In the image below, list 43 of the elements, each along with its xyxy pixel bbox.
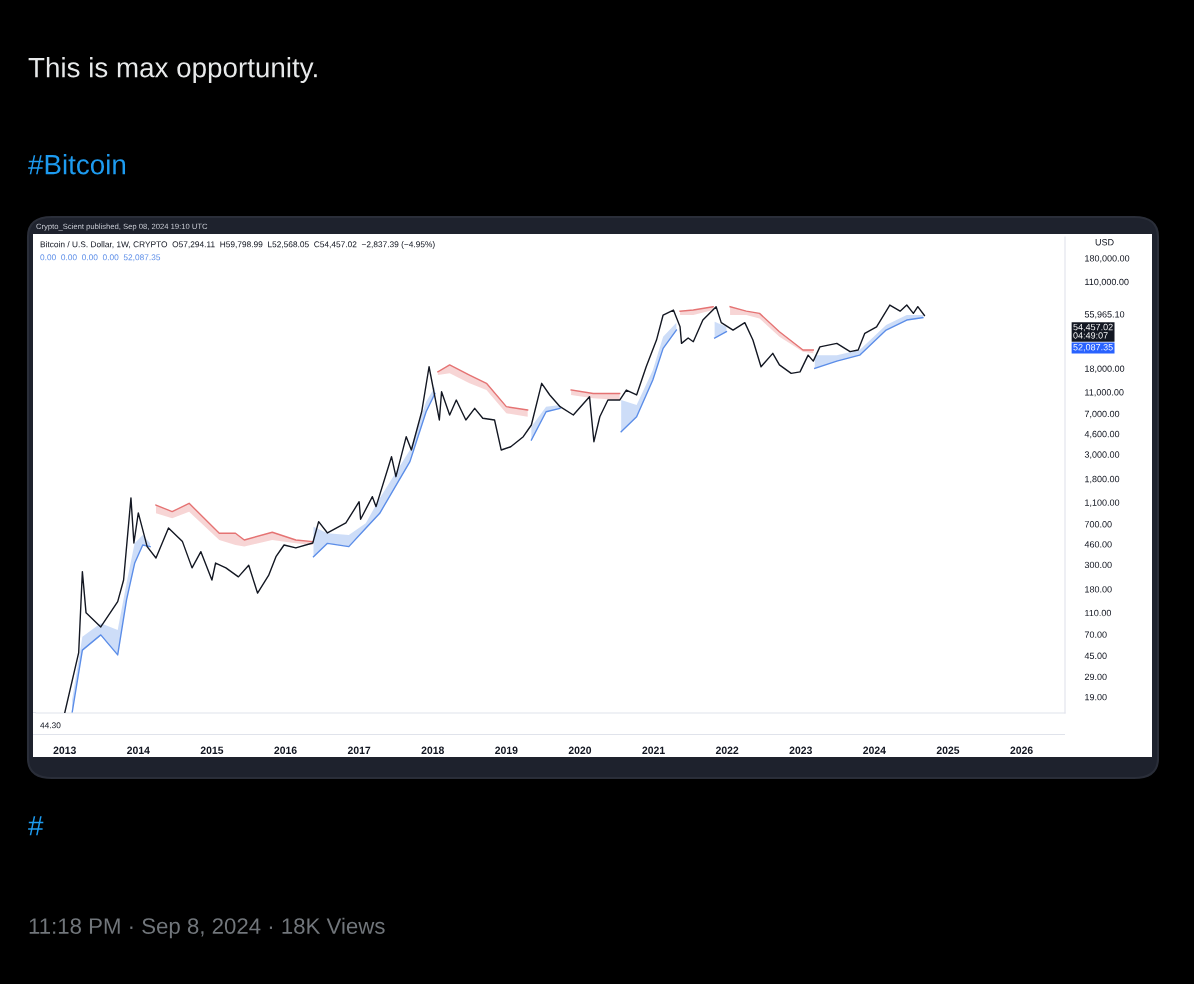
y-tick-label: 7,000.00: [1084, 410, 1120, 419]
y-tick-label: 11,000.00: [1085, 389, 1124, 397]
y-tick-label: 700.00: [1084, 521, 1112, 528]
y-tick-label: 29.00: [1084, 673, 1107, 681]
y-tick-label: 18,000.00: [1085, 365, 1125, 373]
y-tick-label: 1,100.00: [1085, 499, 1120, 507]
y-tick-label: 3,000.00: [1084, 451, 1120, 459]
x-tick-label: 2026: [1010, 746, 1033, 754]
x-tick-label: 2022: [715, 746, 739, 754]
chart-subtitle: #Bitcoin: [28, 154, 126, 175]
x-tick-label: 2020: [568, 746, 592, 754]
x-tick-label: 2013: [53, 746, 76, 754]
y-tick-label: 4,600.00: [1084, 430, 1120, 439]
y-tick-label: 19.00: [1085, 693, 1107, 701]
x-tick-label: 2019: [495, 746, 518, 754]
y-tick-label: 70.00: [1084, 631, 1107, 638]
y-tick-label: 55,965.10: [1084, 311, 1125, 319]
x-tick-label: 2014: [127, 746, 150, 754]
x-tick-label: 2024: [863, 746, 886, 754]
y-tick-label: 1,800.00: [1085, 475, 1120, 484]
x-tick-label: 2016: [274, 746, 297, 754]
y-tick-label: 110,000.00: [1085, 278, 1129, 287]
y-tick-label: 460.00: [1084, 541, 1112, 548]
text: 44.30: [40, 722, 61, 729]
y-tick-label: 180.00: [1085, 586, 1112, 593]
annotation: Bitcoin / U.S. Dollar, 1W, CRYPTO O57,294.11 H59,798.99 L52,568.05 C54,457.02 −2,837.39 (−4.95%): [40, 241, 435, 249]
y-tick-label: 110.00: [1085, 609, 1112, 617]
text: 54,457.02 04:49:07: [1073, 323, 1113, 339]
y-tick-label: 300.00: [1084, 561, 1112, 569]
x-tick-label: 2025: [936, 746, 960, 754]
annotation: 0.00 0.00 0.00 0.00 52,087.35: [40, 254, 161, 262]
x-tick-label: 2023: [789, 746, 812, 754]
y-axis-title: USD: [1095, 239, 1114, 246]
y-tick-label: 180,000.00: [1085, 255, 1130, 263]
x-tick-label: 2017: [347, 746, 371, 754]
text: 52,087.35: [1073, 344, 1113, 352]
x-tick-label: 2018: [421, 746, 444, 754]
text: 11:18 PM · Sep 8, 2024 · 18K Views: [29, 917, 385, 939]
x-tick-label: 2021: [642, 746, 665, 754]
chart-title: This is max opportunity.: [28, 57, 317, 83]
x-tick-label: 2015: [200, 746, 224, 754]
text: #: [28, 816, 44, 836]
y-tick-label: 45.00: [1084, 652, 1107, 660]
